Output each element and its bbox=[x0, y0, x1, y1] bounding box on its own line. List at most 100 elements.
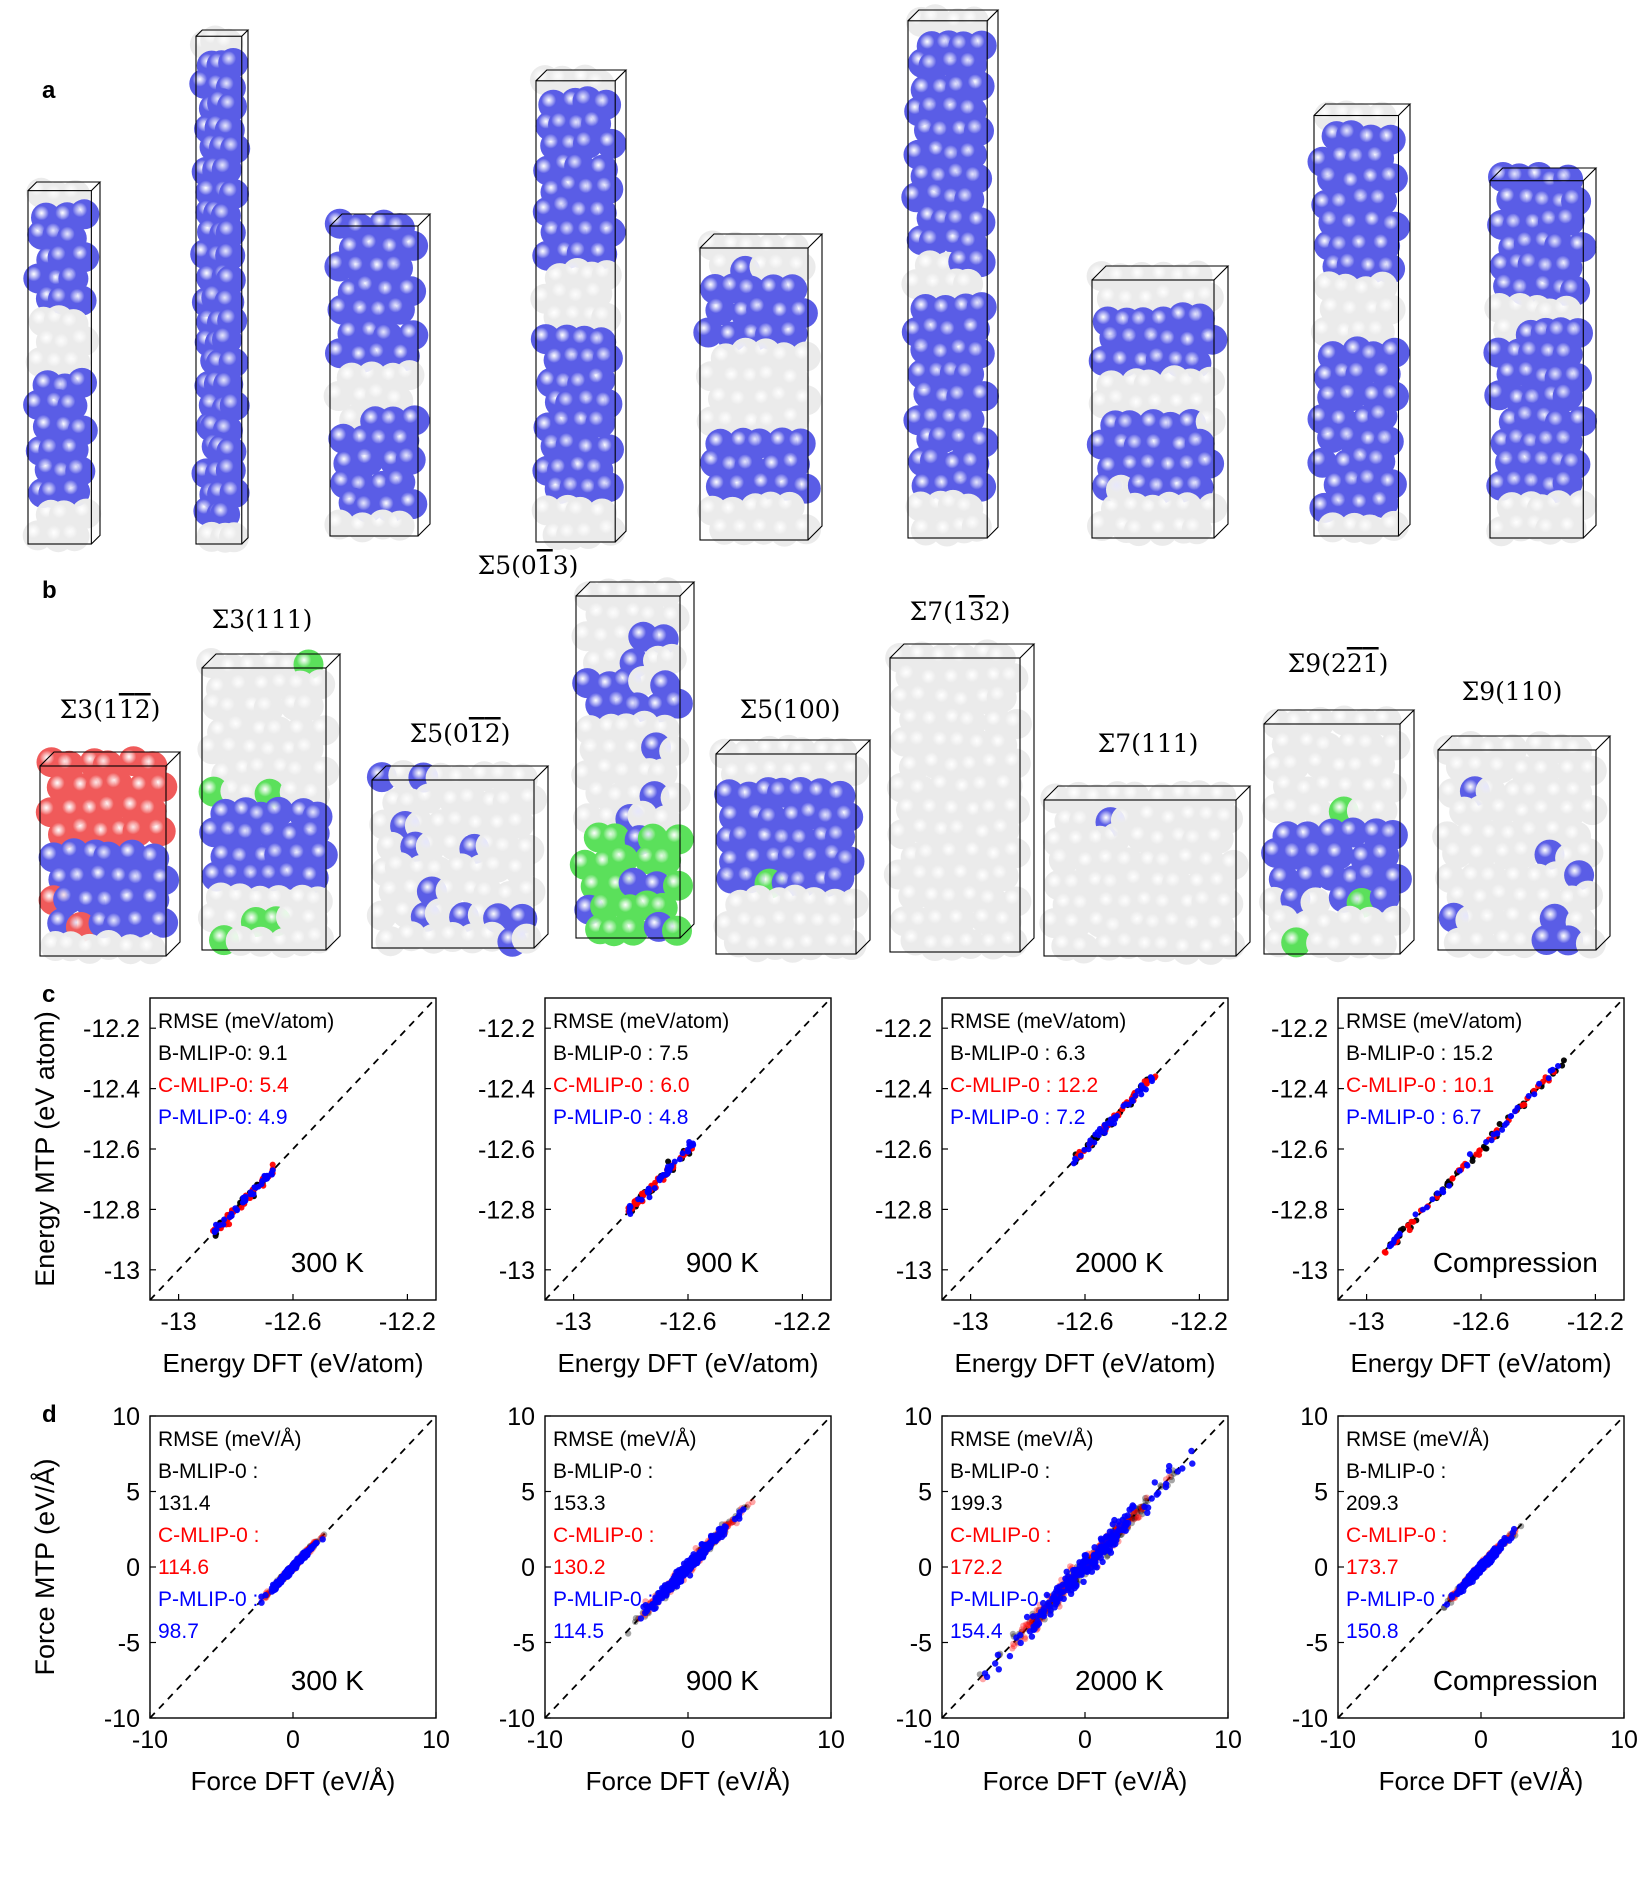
data-point bbox=[211, 1229, 218, 1236]
data-point bbox=[1081, 1146, 1088, 1153]
data-point bbox=[1446, 1182, 1453, 1189]
atom bbox=[353, 445, 384, 476]
atom bbox=[969, 772, 1000, 802]
atom bbox=[1487, 794, 1518, 825]
atom bbox=[325, 338, 355, 369]
atom bbox=[769, 516, 800, 547]
rmse-B-MLIP-0-label: B-MLIP-0 : bbox=[553, 1460, 653, 1483]
atom bbox=[898, 880, 929, 911]
rmse-C-MLIP-0-label: C-MLIP-0 : bbox=[1346, 1524, 1448, 1547]
atom bbox=[102, 769, 133, 800]
data-point bbox=[1549, 1066, 1556, 1073]
data-point bbox=[1023, 1613, 1031, 1621]
condition-label: 2000 K bbox=[1075, 1247, 1164, 1278]
atom bbox=[1476, 904, 1507, 935]
data-point bbox=[626, 1208, 633, 1215]
atom bbox=[1493, 314, 1524, 345]
atom bbox=[695, 361, 726, 392]
data-point bbox=[1064, 1573, 1072, 1580]
atom bbox=[324, 509, 355, 540]
rmse-C-MLIP-0-value: 130.2 bbox=[553, 1556, 606, 1579]
gb-label-close: ) bbox=[151, 695, 161, 724]
data-point bbox=[1381, 1249, 1388, 1255]
series-P-MLIP-0 bbox=[1070, 1074, 1155, 1167]
cell-edges bbox=[1437, 735, 1612, 951]
atom bbox=[1336, 381, 1367, 412]
data-point bbox=[1475, 1565, 1483, 1572]
data-point bbox=[1493, 1549, 1500, 1557]
atom bbox=[590, 891, 621, 922]
cell-front bbox=[535, 80, 616, 543]
gb-index: 1 bbox=[271, 605, 287, 634]
atom bbox=[1304, 749, 1335, 780]
data-point bbox=[1009, 1645, 1016, 1652]
data-point bbox=[1488, 1137, 1495, 1144]
y-tick-label: -12.4 bbox=[875, 1076, 932, 1104]
gb-index: 1 bbox=[1505, 677, 1521, 706]
atom bbox=[1575, 928, 1606, 959]
panel-a-structures bbox=[22, 4, 1598, 553]
data-point bbox=[1391, 1236, 1398, 1243]
atom bbox=[988, 861, 1019, 892]
data-point bbox=[679, 1150, 686, 1157]
atom bbox=[1367, 271, 1398, 302]
atom bbox=[218, 48, 249, 78]
atom bbox=[1214, 929, 1245, 960]
cell-front bbox=[907, 20, 988, 539]
data-point bbox=[268, 1171, 275, 1178]
gb-label: Σ9(110) bbox=[1462, 677, 1563, 706]
rmse-C-MLIP-0-value: 172.2 bbox=[950, 1556, 1003, 1579]
rmse-B-MLIP-0-label: B-MLIP-0 : bbox=[158, 1460, 258, 1483]
cell-front bbox=[195, 35, 243, 545]
atom bbox=[1465, 928, 1496, 959]
cell-edges bbox=[1043, 785, 1252, 957]
structure-b-6 bbox=[883, 639, 1036, 961]
atom bbox=[198, 776, 229, 807]
atom bbox=[608, 844, 639, 875]
gb-label-close: ) bbox=[501, 719, 511, 748]
atom bbox=[790, 341, 821, 372]
cell-edges bbox=[39, 751, 182, 957]
data-point bbox=[663, 1592, 670, 1599]
y-tick-label: 10 bbox=[507, 1403, 535, 1431]
cell-edges bbox=[575, 581, 696, 939]
y-tick-label: -12.4 bbox=[83, 1076, 140, 1104]
structure-b-1 bbox=[35, 746, 182, 965]
cell-edges bbox=[535, 69, 628, 543]
structure-b-3 bbox=[366, 760, 550, 957]
atom bbox=[652, 577, 683, 608]
y-tick-label: -12.8 bbox=[875, 1196, 932, 1224]
atom bbox=[1181, 514, 1212, 545]
data-point bbox=[1144, 1509, 1151, 1517]
atom bbox=[920, 4, 951, 35]
atom bbox=[1310, 316, 1341, 347]
x-tick-label: 0 bbox=[286, 1726, 300, 1754]
y-tick-label: -12.4 bbox=[1271, 1076, 1328, 1104]
gb-index: 1 bbox=[255, 605, 271, 634]
data-point bbox=[711, 1536, 718, 1543]
y-tick-label: 5 bbox=[1314, 1479, 1328, 1507]
data-point bbox=[652, 1179, 659, 1186]
gb-label: Σ9(221) bbox=[1288, 649, 1389, 678]
data-point bbox=[656, 1177, 663, 1184]
gb-index-bar: 1 bbox=[537, 551, 553, 580]
atom bbox=[1118, 324, 1149, 355]
data-point bbox=[1188, 1447, 1195, 1455]
atom bbox=[836, 930, 867, 960]
data-point bbox=[1102, 1546, 1109, 1554]
atom bbox=[705, 295, 736, 326]
atom bbox=[1354, 514, 1385, 545]
atom bbox=[1366, 929, 1397, 960]
y-tick-label: -5 bbox=[910, 1630, 932, 1658]
cell-edges bbox=[907, 9, 1000, 539]
atom bbox=[777, 274, 808, 305]
data-point bbox=[694, 1558, 701, 1565]
data-point bbox=[1059, 1581, 1067, 1589]
atom bbox=[482, 852, 513, 883]
atom bbox=[124, 907, 155, 938]
y-tick-label: -5 bbox=[513, 1630, 535, 1658]
y-tick-label: 0 bbox=[521, 1554, 535, 1582]
atom bbox=[1355, 860, 1386, 891]
gb-label-sigma: Σ3( bbox=[60, 695, 103, 724]
